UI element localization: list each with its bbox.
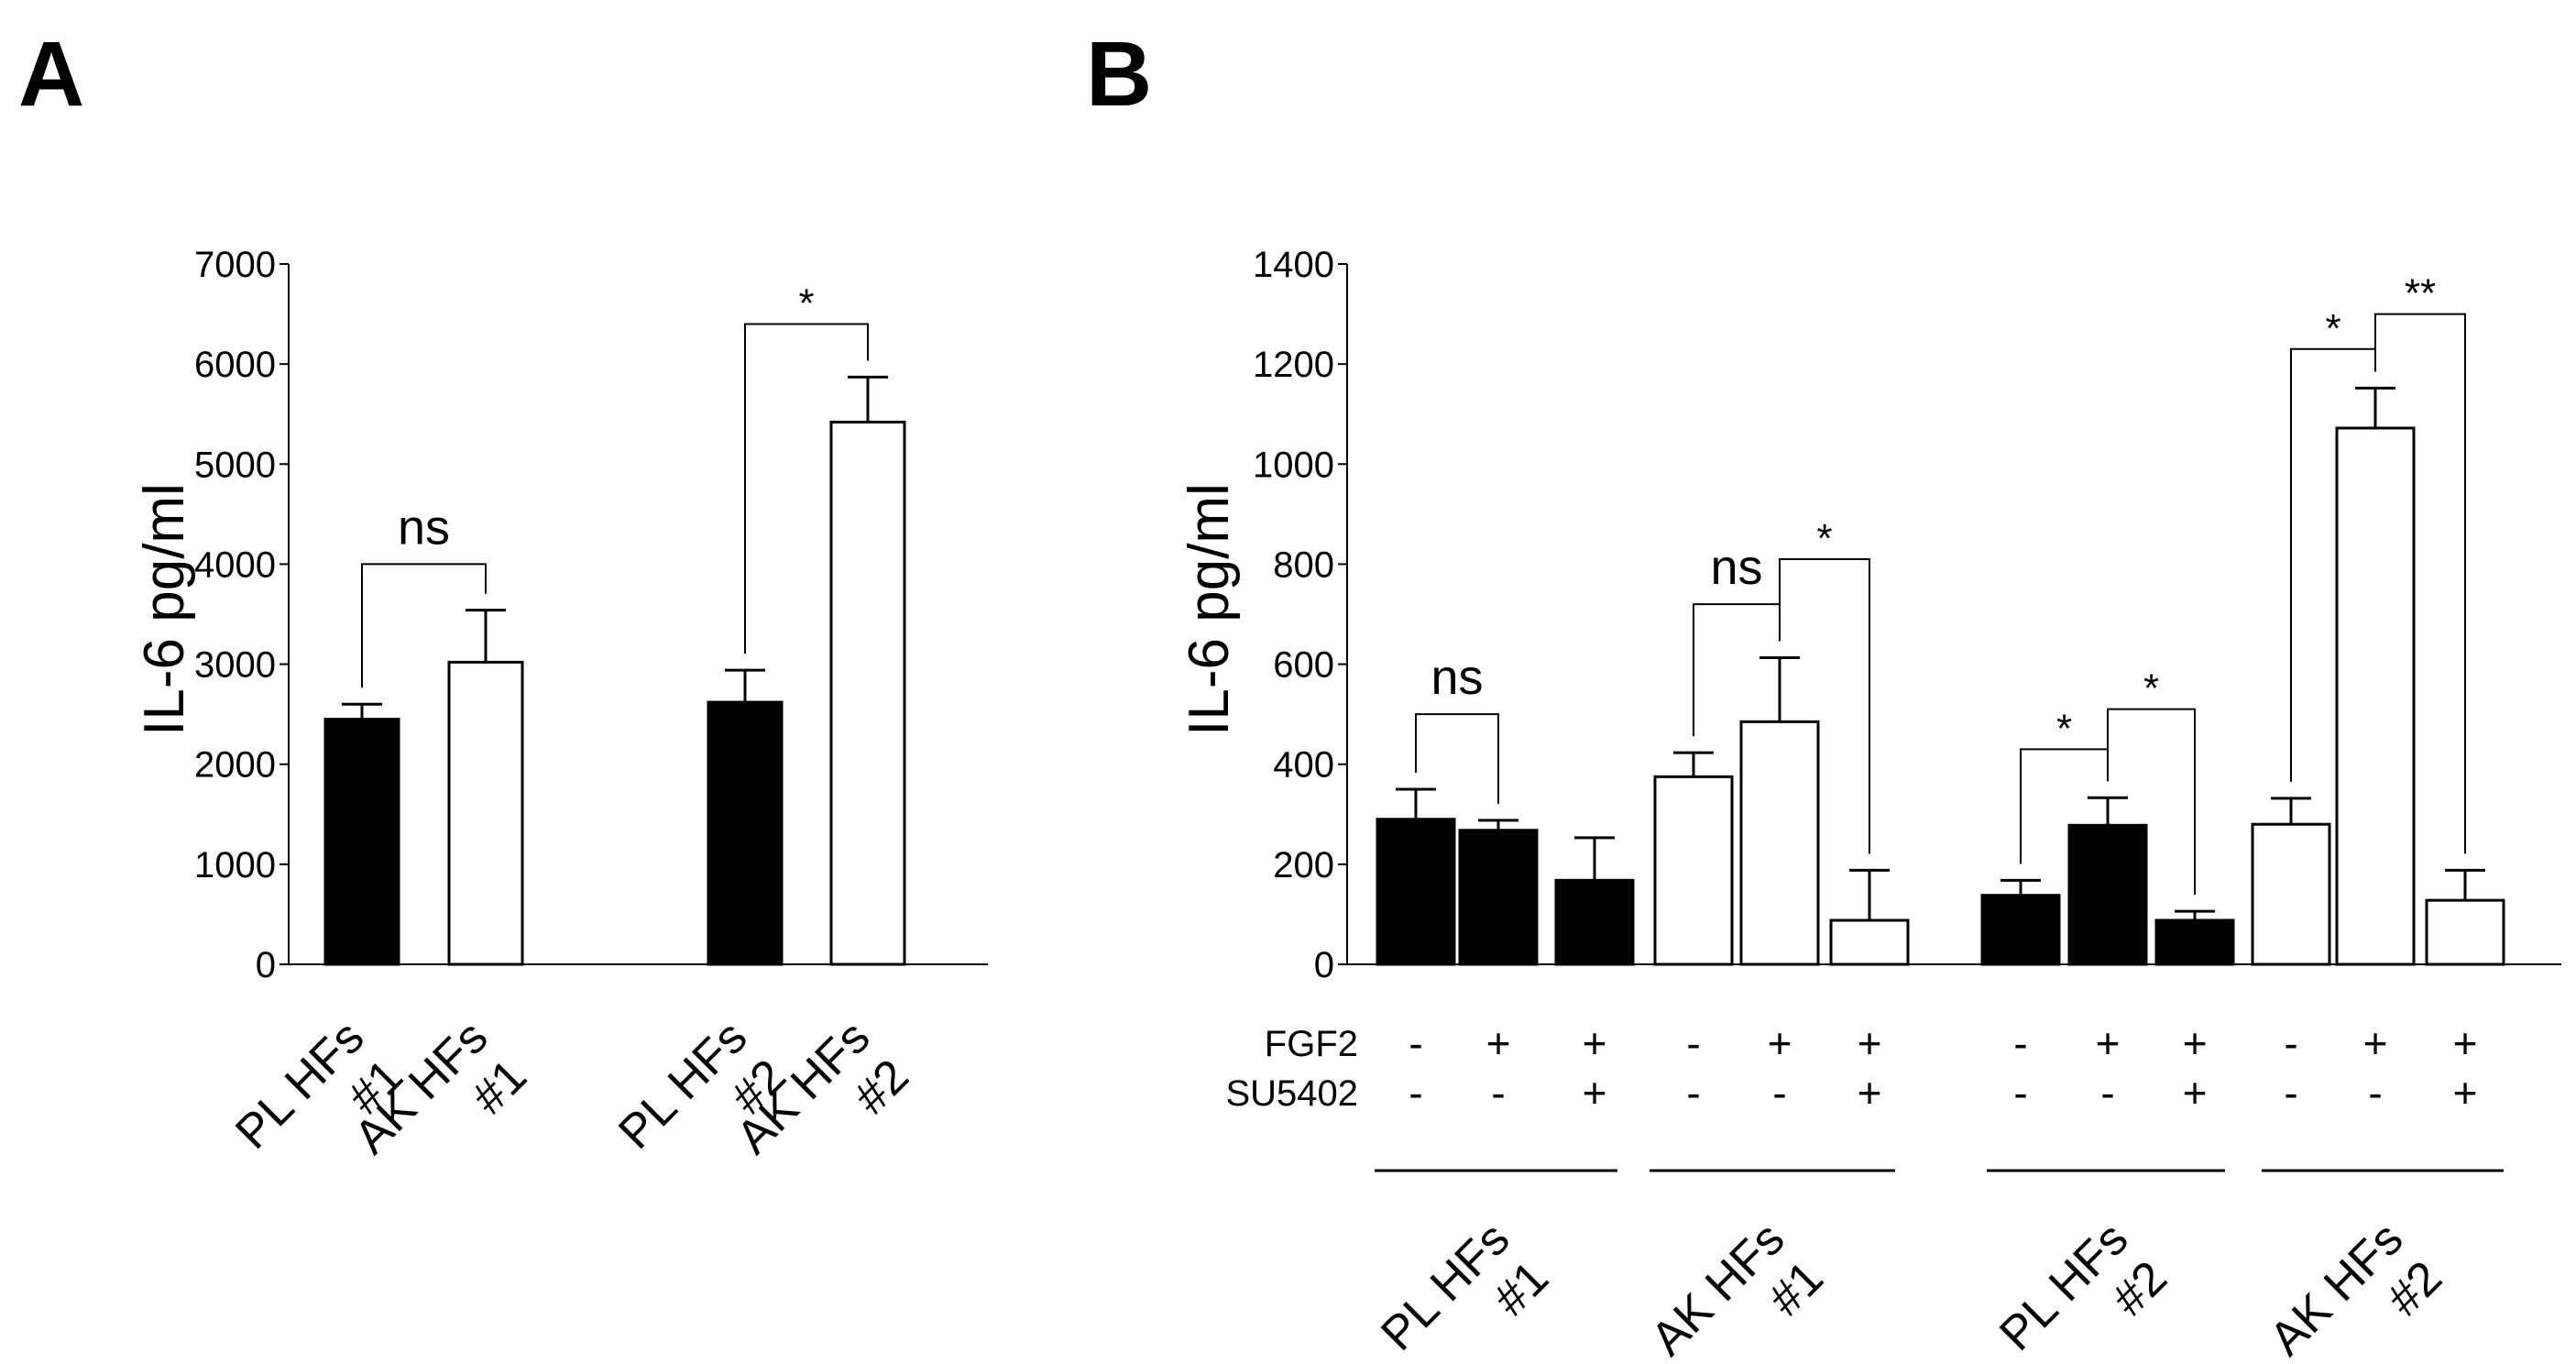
- panel-label-b: B: [1086, 23, 1152, 126]
- y-tick-label-b: 200: [1273, 845, 1334, 886]
- bar-a-1: [447, 660, 524, 966]
- significance-label-b: ns: [1710, 540, 1762, 595]
- group-label: PL HFs#1: [1371, 1212, 1559, 1364]
- y-tick-label-b: 0: [1314, 945, 1334, 985]
- panel-b-chart: 0200400600800100012001400nsns******FGF2-…: [1225, 245, 2561, 1364]
- significance-label-b: *: [1816, 516, 1832, 561]
- treatment-sign: -: [2013, 1069, 2027, 1116]
- treatment-sign: +: [2363, 1019, 2388, 1067]
- treatment-sign: +: [2096, 1019, 2121, 1067]
- y-tick-label-b: 1200: [1253, 345, 1334, 385]
- treatment-sign: +: [1858, 1069, 1882, 1116]
- bar-b-10: [2335, 426, 2416, 966]
- treatment-sign: -: [1409, 1019, 1422, 1067]
- treatment-sign: -: [2368, 1069, 2382, 1116]
- y-tick-label-a: 3000: [194, 645, 276, 686]
- bar-a-3: [829, 420, 906, 966]
- bar-b-2: [1554, 878, 1635, 966]
- treatment-sign: +: [2453, 1019, 2478, 1067]
- treatment-sign: -: [1686, 1019, 1700, 1067]
- bar-b-3: [1653, 775, 1734, 966]
- significance-label-a: *: [798, 280, 814, 325]
- bar-b-4: [1739, 720, 1820, 966]
- bar-b-8: [2154, 918, 2235, 966]
- y-tick-label-b: 1400: [1253, 245, 1334, 285]
- bar-a-2: [707, 700, 784, 966]
- y-tick-label-a: 6000: [194, 345, 276, 385]
- significance-bracket-b: [1693, 603, 1781, 737]
- bar-b-7: [2067, 823, 2148, 966]
- significance-label-b: *: [2056, 706, 2072, 751]
- bar-b-5: [1829, 918, 1910, 966]
- treatment-row-label: SU5402: [1225, 1073, 1358, 1114]
- treatment-sign: +: [1583, 1069, 1607, 1116]
- treatment-sign: +: [1583, 1019, 1607, 1067]
- y-axis-label-a: IL-6 pg/ml: [133, 483, 196, 736]
- y-tick-label-a: 1000: [194, 845, 276, 886]
- y-tick-label-a: 7000: [194, 245, 276, 285]
- y-tick-label-a: 0: [256, 945, 276, 985]
- group-label: PL HFs#2: [1990, 1212, 2177, 1364]
- x-axis-label-a: AK HFs#1: [345, 1010, 537, 1203]
- group-label: AK HFs#2: [2260, 1212, 2452, 1364]
- x-axis-label-a: AK HFs#2: [727, 1010, 919, 1203]
- significance-bracket-a: [361, 563, 487, 688]
- treatment-sign: -: [2284, 1019, 2297, 1067]
- treatment-sign: +: [2183, 1069, 2208, 1116]
- bar-b-11: [2425, 898, 2505, 966]
- y-tick-label-b: 600: [1273, 645, 1334, 686]
- y-tick-label-b: 800: [1273, 544, 1334, 585]
- significance-label-b: **: [2405, 271, 2436, 316]
- significance-label-b: *: [2143, 666, 2159, 711]
- significance-bracket-b: [2374, 313, 2466, 854]
- panel-label-a: A: [18, 23, 84, 126]
- treatment-sign: -: [2284, 1069, 2297, 1116]
- treatment-sign: -: [1409, 1069, 1422, 1116]
- significance-label-b: *: [2325, 306, 2340, 351]
- bar-b-1: [1458, 829, 1539, 966]
- bar-b-9: [2251, 822, 2331, 966]
- significance-bracket-a: [744, 323, 869, 654]
- treatment-sign: +: [2183, 1019, 2208, 1067]
- bar-b-6: [1980, 894, 2061, 966]
- significance-label-a: ns: [398, 500, 450, 555]
- significance-bracket-b: [2107, 708, 2196, 896]
- y-tick-label-a: 2000: [194, 745, 276, 786]
- treatment-sign: +: [1486, 1019, 1511, 1067]
- treatment-sign: -: [2013, 1019, 2027, 1067]
- y-tick-label-b: 400: [1273, 745, 1334, 786]
- significance-bracket-b: [1779, 557, 1870, 854]
- treatment-sign: +: [1858, 1019, 1882, 1067]
- y-tick-label-a: 5000: [194, 445, 276, 485]
- bar-b-0: [1376, 818, 1456, 966]
- significance-bracket-b: [1415, 713, 1499, 804]
- y-tick-label-b: 1000: [1253, 445, 1334, 485]
- group-label: AK HFs#1: [1641, 1212, 1834, 1364]
- treatment-sign: -: [1686, 1069, 1700, 1116]
- treatment-sign: -: [2100, 1069, 2114, 1116]
- y-tick-label-a: 4000: [194, 544, 276, 585]
- treatment-sign: +: [1768, 1019, 1792, 1067]
- treatment-sign: -: [1491, 1069, 1505, 1116]
- treatment-row-label: FGF2: [1265, 1024, 1358, 1064]
- bar-a-0: [323, 718, 400, 966]
- treatment-sign: -: [1772, 1069, 1786, 1116]
- y-axis-label-b: IL-6 pg/ml: [1178, 483, 1241, 736]
- treatment-sign: +: [2453, 1069, 2478, 1116]
- significance-label-b: ns: [1431, 650, 1483, 705]
